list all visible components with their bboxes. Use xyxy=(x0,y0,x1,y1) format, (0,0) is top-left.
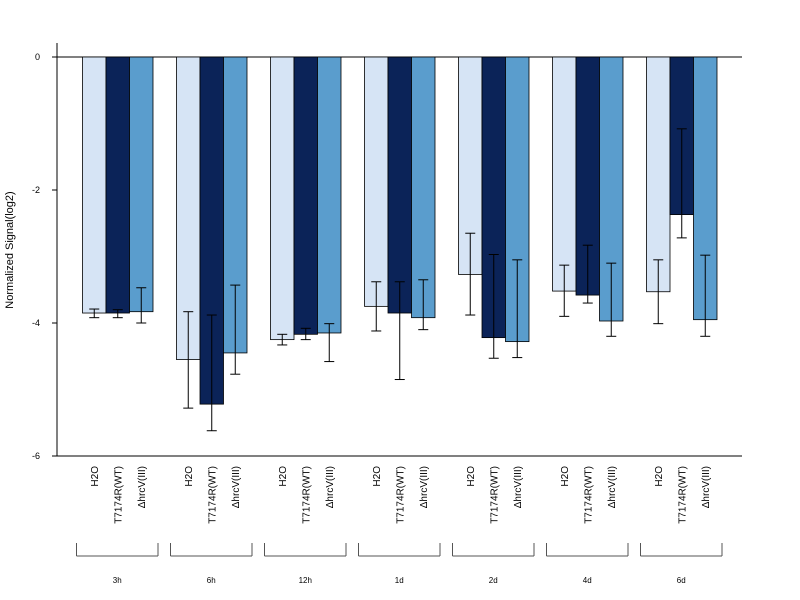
category-label: H2O xyxy=(278,466,289,487)
category-label: ΔhrcV(III) xyxy=(419,466,430,508)
bar xyxy=(270,56,295,341)
group-label: 12h xyxy=(299,576,312,585)
bar xyxy=(129,56,154,313)
category-labels: H2O T7174R(WT) ΔhrcV(III) H2O T7174R(WT) Δhrc… xyxy=(90,466,712,524)
category-label: ΔhrcV(III) xyxy=(231,466,242,508)
category-label: T7174R(WT) xyxy=(113,466,124,524)
y-tick-label: -4 xyxy=(32,318,40,328)
category-label: T7174R(WT) xyxy=(207,466,218,524)
y-tick-label: 0 xyxy=(35,52,40,62)
group-label: 6d xyxy=(677,576,686,585)
category-label: T7174R(WT) xyxy=(489,466,500,524)
category-label: H2O xyxy=(372,466,383,487)
group-label: 1d xyxy=(395,576,404,585)
category-label: ΔhrcV(III) xyxy=(325,466,336,508)
bar xyxy=(387,56,412,314)
bars xyxy=(82,56,718,405)
category-label: T7174R(WT) xyxy=(677,466,688,524)
bar xyxy=(646,56,671,293)
y-tick-label: -6 xyxy=(32,451,40,461)
bar xyxy=(105,56,130,314)
bar xyxy=(364,56,389,307)
category-label: ΔhrcV(III) xyxy=(701,466,712,508)
y-ticks: 0 -2 -4 -6 xyxy=(32,52,57,461)
group-label: 2d xyxy=(489,576,498,585)
category-label: H2O xyxy=(654,466,665,487)
error-bars xyxy=(89,128,711,432)
group-label: 6h xyxy=(207,576,216,585)
bar xyxy=(293,56,318,335)
category-label: T7174R(WT) xyxy=(301,466,312,524)
bar xyxy=(317,56,342,334)
category-label: ΔhrcV(III) xyxy=(513,466,524,508)
bar xyxy=(411,56,436,319)
y-tick-label: -2 xyxy=(32,185,40,195)
category-label: T7174R(WT) xyxy=(395,466,406,524)
category-label: H2O xyxy=(90,466,101,487)
category-label: H2O xyxy=(466,466,477,487)
category-label: H2O xyxy=(184,466,195,487)
category-label: ΔhrcV(III) xyxy=(607,466,618,508)
category-label: ΔhrcV(III) xyxy=(137,466,148,508)
bar xyxy=(552,56,577,292)
category-label: T7174R(WT) xyxy=(583,466,594,524)
group-brackets: 3h 6h 12h 1d 2d 4d 6d xyxy=(76,543,723,585)
category-label: H2O xyxy=(560,466,571,487)
bar xyxy=(82,56,107,314)
y-axis-title: Normalized Signal(log2) xyxy=(4,191,16,308)
group-label: 4d xyxy=(583,576,592,585)
group-label: 3h xyxy=(113,576,122,585)
